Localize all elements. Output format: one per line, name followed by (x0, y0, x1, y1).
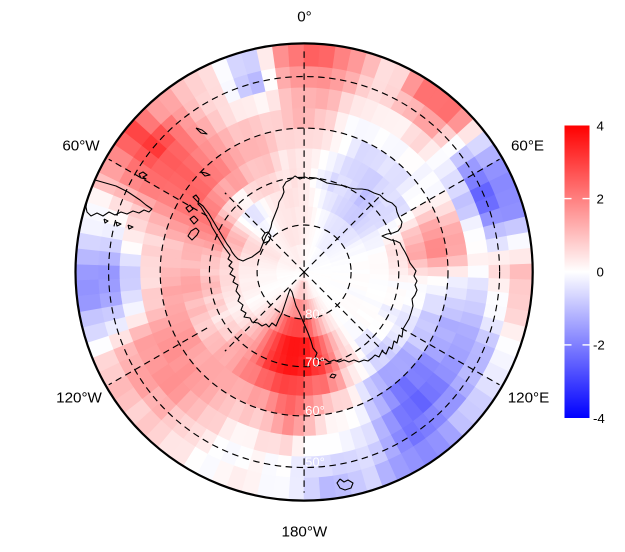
svg-text:-4: -4 (593, 411, 605, 426)
svg-text:60°W: 60°W (62, 137, 100, 154)
svg-text:2: 2 (597, 191, 604, 206)
svg-text:50°: 50° (305, 454, 325, 469)
svg-text:120°W: 120°W (56, 390, 102, 407)
svg-text:60°E: 60°E (511, 137, 544, 154)
svg-text:60°: 60° (305, 403, 325, 418)
svg-text:0°: 0° (297, 9, 312, 26)
svg-text:80°: 80° (305, 307, 325, 322)
svg-text:-2: -2 (593, 338, 605, 353)
svg-text:120°E: 120°E (508, 390, 550, 407)
svg-text:0: 0 (597, 265, 604, 280)
svg-text:180°W: 180°W (282, 524, 328, 541)
svg-text:70°: 70° (305, 355, 325, 370)
svg-text:4: 4 (597, 118, 604, 133)
